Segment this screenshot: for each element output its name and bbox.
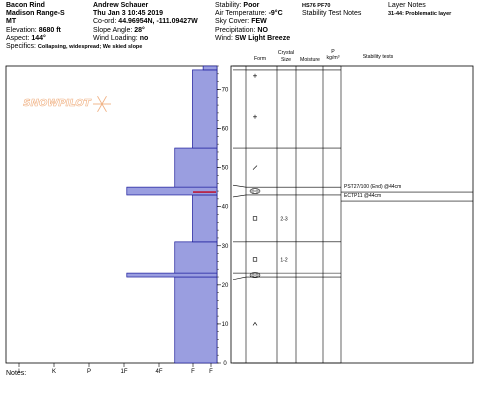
coord-value: 44.96954N, -111.09427W bbox=[118, 18, 198, 26]
wind-value: SW Light Breeze bbox=[234, 34, 291, 42]
form-symbol-plus-1 bbox=[253, 114, 257, 119]
range: Madison Range-S bbox=[6, 10, 65, 18]
layer-bar-5 bbox=[174, 147, 218, 188]
slope-value: 28° bbox=[134, 26, 145, 34]
snowpilot-watermark: SNOWPILOT bbox=[23, 95, 111, 113]
layer-notes-title: Layer Notes bbox=[388, 2, 426, 9]
datetime: Thu Jan 3 10:45 2019 bbox=[93, 10, 164, 18]
header-col1: Bacon Rind Madison Range-S MT Elevation:… bbox=[6, 2, 142, 51]
boundary-connector-4 bbox=[232, 194, 247, 198]
header-col4: HS76 PF70 Stability Test Notes bbox=[302, 2, 361, 18]
form-symbol-ring-inner-a bbox=[251, 189, 255, 193]
form-symbol-caret-7 bbox=[252, 321, 258, 326]
snowflake-arm bbox=[97, 103, 103, 113]
layer-bar-4 bbox=[126, 186, 218, 196]
specifics-label: Specifics: bbox=[6, 42, 36, 50]
coord-label: Co-ord: bbox=[93, 18, 117, 26]
stability-test-0: PST27/100 (End) @44cm bbox=[344, 184, 401, 190]
col-density: kg/m³ bbox=[327, 55, 340, 61]
observer: Andrew Schauer bbox=[93, 2, 149, 9]
col-p: P bbox=[331, 49, 335, 55]
state: MT bbox=[6, 18, 17, 26]
specifics-value: Collapsing, widespread; We skied slope bbox=[37, 43, 143, 50]
slope-label: Slope Angle: bbox=[93, 26, 133, 34]
notes-label: Notes: bbox=[6, 370, 27, 377]
col-form: Form bbox=[254, 56, 266, 62]
form-symbol-ring-inner-a bbox=[251, 273, 255, 277]
layer-bar-6 bbox=[192, 69, 218, 149]
hardness-label-2: P bbox=[87, 369, 91, 375]
form-symbol-square-5 bbox=[252, 257, 258, 262]
location: Bacon Rind bbox=[6, 2, 45, 9]
elevation-value: 8680 ft bbox=[38, 26, 61, 34]
col-moisture: Moisture bbox=[300, 57, 320, 63]
height-label-3: 30 bbox=[222, 244, 229, 250]
crystal-size-5: 1-2 bbox=[280, 257, 287, 263]
form-symbol-ring-inner-b bbox=[255, 189, 259, 193]
wind-loading-label: Wind Loading: bbox=[93, 34, 138, 42]
grid-frame bbox=[230, 65, 474, 364]
height-label-1: 10 bbox=[222, 322, 229, 328]
header-col2: Andrew Schauer Thu Jan 3 10:45 2019 Co-o… bbox=[93, 2, 198, 43]
layer-bar-7 bbox=[202, 65, 218, 71]
layer-bar-0 bbox=[174, 276, 218, 364]
header-col5: Layer Notes 31-44: Problematic layer bbox=[388, 2, 451, 18]
header-col3: Stability: Poor Air Temperature: -9°C Sk… bbox=[215, 2, 290, 43]
form-symbol-ring-inner-b bbox=[255, 273, 259, 277]
col-size: Size bbox=[281, 57, 291, 63]
form-symbol-ring-outer bbox=[249, 188, 261, 194]
height-label-0: 0 bbox=[223, 361, 227, 367]
form-symbol-slash-2 bbox=[252, 165, 258, 170]
stability-test-notes: Stability Test Notes bbox=[302, 10, 362, 18]
stability-test-1: ECTP11 @44cm bbox=[344, 193, 381, 199]
aspect-label: Aspect: bbox=[6, 34, 30, 42]
boundary-connector-7 bbox=[232, 276, 247, 281]
height-label-2: 20 bbox=[222, 283, 229, 289]
hs-pf: HS76 PF70 bbox=[302, 3, 331, 9]
hardness-label-0: I bbox=[18, 369, 20, 375]
wind-loading-value: no bbox=[139, 34, 149, 42]
elevation-label: Elevation: bbox=[6, 26, 37, 34]
height-label-5: 50 bbox=[222, 166, 229, 172]
stability-value: Poor bbox=[243, 2, 260, 9]
layer-bar-3 bbox=[192, 194, 218, 243]
snowflake-arm bbox=[101, 103, 107, 113]
layer-bar-1 bbox=[126, 272, 218, 278]
form-symbol-square-4 bbox=[252, 216, 258, 221]
col-crystal: Crystal bbox=[278, 50, 294, 56]
form-symbol-ring-6 bbox=[249, 272, 261, 278]
hardness-label-1: K bbox=[52, 369, 56, 375]
sky-label: Sky Cover: bbox=[215, 18, 250, 26]
air-temp-value: -9°C bbox=[268, 10, 283, 18]
hardness-label-5: F bbox=[191, 369, 195, 375]
precip-value: NO bbox=[257, 26, 268, 34]
watermark-text: SNOWPILOT bbox=[23, 98, 92, 109]
col-stability-tests: Stability tests bbox=[363, 54, 394, 60]
air-temp-label: Air Temperature: bbox=[215, 10, 267, 18]
height-label-4: 40 bbox=[222, 205, 229, 211]
layer-note-1: 31-44: Problematic layer bbox=[388, 11, 452, 18]
aspect-value: 144° bbox=[31, 34, 46, 42]
snowflake-arm bbox=[97, 95, 103, 105]
hardness-label-4: 4F bbox=[155, 369, 162, 375]
form-symbol-ring-outer bbox=[249, 272, 261, 278]
height-label-7: 70 bbox=[222, 87, 229, 93]
layer-bar-2 bbox=[174, 241, 218, 274]
form-symbol-ring-3 bbox=[249, 188, 261, 194]
precip-label: Precipitation: bbox=[215, 26, 256, 34]
hardness-label-3: 1F bbox=[120, 369, 127, 375]
stability-label: Stability: bbox=[215, 2, 242, 9]
height-label-6: 60 bbox=[222, 127, 229, 133]
crystal-size-4: 2-3 bbox=[280, 216, 287, 222]
sky-value: FEW bbox=[251, 18, 267, 26]
snowflake-arm bbox=[101, 95, 107, 105]
boundary-connector-3 bbox=[232, 184, 247, 188]
wind-label: Wind: bbox=[215, 34, 233, 42]
hardness-label-6: F bbox=[209, 369, 213, 375]
form-symbol-plus-0 bbox=[253, 73, 257, 78]
